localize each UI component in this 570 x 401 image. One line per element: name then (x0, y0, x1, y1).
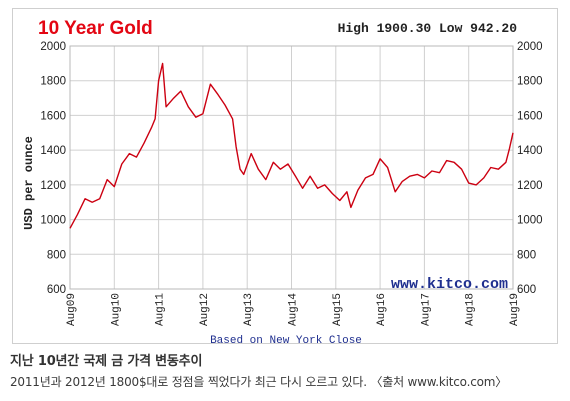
y-tick-label-right: 1400 (517, 145, 543, 157)
y-tick-labels-left: 600 800 1000 1200 1400 1600 1800 2000 (40, 41, 66, 296)
x-tick-label: Aug09 (66, 293, 78, 326)
x-tick-label: Aug14 (288, 293, 300, 326)
y-tick-label-left: 1800 (40, 76, 66, 88)
x-tick-label: Aug15 (332, 293, 344, 326)
y-axis-label: USD per ounce (22, 136, 36, 230)
x-tick-labels: Aug09 Aug10 Aug11 Aug12 Aug13 Aug14 Aug15 Aug16… (66, 293, 521, 326)
caption: 지난 10년간 국제 금 가격 변동추이 2011년과 2012년 1800$대… (10, 354, 560, 396)
y-tick-label-right: 800 (517, 249, 536, 261)
y-tick-label-right: 1600 (517, 110, 543, 122)
y-tick-label-left: 800 (47, 249, 66, 261)
y-tick-label-left: 1200 (40, 180, 66, 192)
x-tick-label: Aug11 (155, 293, 167, 326)
x-tick-label: Aug12 (199, 293, 211, 326)
grid-lines (69, 45, 514, 290)
chart-card (12, 8, 558, 344)
y-tick-label-right: 1800 (517, 76, 543, 88)
y-tick-label-left: 1400 (40, 145, 66, 157)
x-tick-label: Aug16 (376, 293, 388, 326)
x-axis-note: Based on New York Close (210, 335, 362, 347)
y-tick-label-left: 600 (47, 284, 66, 296)
gold-price-chart: 600 800 1000 1200 1400 1600 1800 2000 600 800 100… (22, 18, 543, 347)
y-tick-label-left: 1600 (40, 110, 66, 122)
x-tick-label: Aug10 (110, 293, 122, 326)
x-tick-label: Aug19 (509, 293, 521, 326)
watermark: www.kitco.com (391, 276, 508, 293)
gold-price-series-line (69, 62, 514, 229)
high-low-label: High 1900.30 Low 942.20 (338, 21, 518, 36)
x-tick-label: Aug18 (465, 293, 477, 326)
y-tick-label-left: 1000 (40, 215, 66, 227)
x-tick-label: Aug13 (243, 293, 255, 326)
y-tick-label-right: 1200 (517, 180, 543, 192)
y-tick-label-right: 1000 (517, 215, 543, 227)
y-tick-label-right: 2000 (517, 41, 543, 53)
plot-frame (69, 45, 514, 290)
chart-title: 10 Year Gold (38, 18, 153, 39)
series-layer (69, 62, 514, 229)
x-tick-label: Aug17 (420, 293, 432, 326)
y-tick-labels-right: 600 800 1000 1200 1400 1600 1800 2000 (517, 41, 543, 296)
caption-title: 지난 10년간 국제 금 가격 변동추이 (10, 354, 203, 369)
y-tick-label-right: 600 (517, 284, 536, 296)
y-tick-label-left: 2000 (40, 41, 66, 53)
caption-body: 2011년과 2012년 1800$대로 정점을 찍었다가 최근 다시 오르고 … (10, 375, 508, 389)
